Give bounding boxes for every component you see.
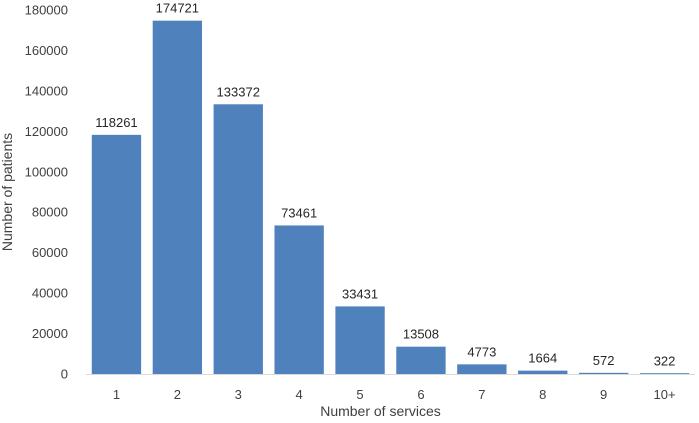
y-tick-label: 180000 [25,3,68,18]
bar [335,306,385,374]
y-tick-label: 120000 [25,124,68,139]
bar [518,370,568,374]
bars [91,20,690,375]
y-tick-label: 100000 [25,164,68,179]
x-tick-label: 10+ [654,387,676,402]
bar [91,134,142,374]
y-axis-title: Number of patients [0,133,15,251]
y-tick-label: 160000 [25,43,68,58]
data-label: 133372 [217,84,260,99]
x-tick-label: 9 [600,387,607,402]
bar [152,20,203,375]
data-label: 174721 [156,1,199,16]
x-tick-label: 1 [113,387,120,402]
data-label: 1664 [528,351,557,366]
data-label: 4773 [467,344,496,359]
x-tick-label: 5 [356,387,363,402]
bar [639,373,690,374]
data-label: 118261 [95,115,137,130]
x-tick-label: 2 [174,387,181,402]
x-axis-title: Number of services [320,403,441,419]
y-tick-label: 80000 [32,205,68,220]
data-label: 572 [593,353,615,368]
bar [213,104,263,374]
data-label: 73461 [281,205,317,220]
data-label: 322 [654,353,676,368]
x-tick-label: 7 [478,387,485,402]
bar [274,225,324,374]
x-tick-label: 6 [417,387,424,402]
bar [396,346,446,374]
y-tick-label: 60000 [32,245,68,260]
data-label: 33431 [342,286,378,301]
data-label: 13508 [403,327,439,342]
x-tick-label: 8 [539,387,546,402]
x-tick-label: 3 [235,387,242,402]
bar [578,372,629,374]
y-tick-label: 0 [61,367,68,382]
x-axis-ticks: 1 2 3 4 5 6 7 8 9 10+ [113,387,676,402]
bar [457,364,507,374]
y-tick-label: 140000 [25,83,68,98]
y-tick-label: 40000 [32,286,68,301]
y-tick-label: 20000 [32,326,68,341]
data-labels: 118261 174721 133372 73461 33431 13508 4773 166… [95,1,675,369]
x-tick-label: 4 [296,387,303,402]
y-axis-ticks: 0 20000 40000 60000 80000 100000 120000 140000 1… [25,3,68,382]
